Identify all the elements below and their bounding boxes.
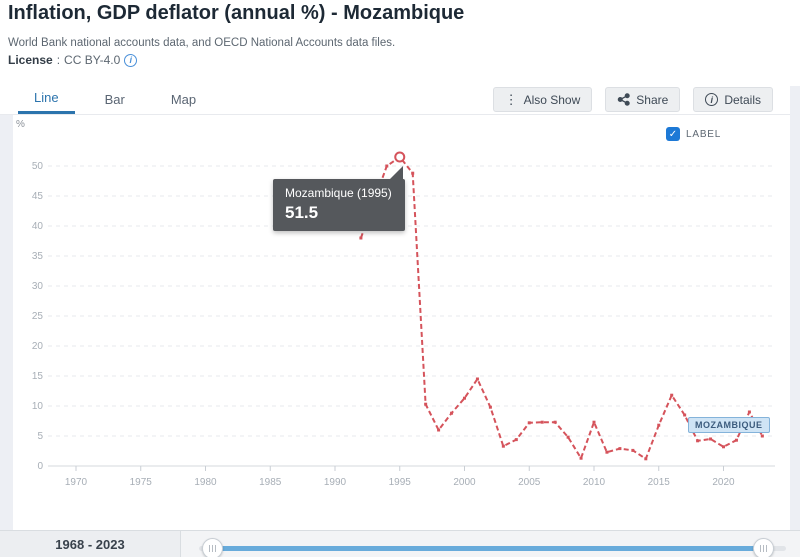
share-button[interactable]: Share xyxy=(605,87,681,112)
details-info-icon: i xyxy=(705,93,719,106)
left-gutter xyxy=(0,115,13,530)
svg-text:50: 50 xyxy=(32,161,44,172)
y-axis-unit: % xyxy=(16,119,25,130)
svg-text:2000: 2000 xyxy=(453,477,476,488)
view-tabs: Line Bar Map xyxy=(18,84,212,114)
line-chart[interactable]: 0 5 10 15 20 25 30 35 40 45 50 1970 1975 1980 1985 1990… xyxy=(13,115,790,530)
license-line: License : CC BY-4.0 i xyxy=(8,53,138,67)
details-label: Details xyxy=(724,92,761,107)
svg-text:1980: 1980 xyxy=(194,477,217,488)
tooltip-value: 51.5 xyxy=(285,203,319,222)
share-label: Share xyxy=(636,92,669,107)
svg-text:1975: 1975 xyxy=(130,477,153,488)
svg-text:2020: 2020 xyxy=(712,477,735,488)
also-show-button[interactable]: ⋮ Also Show xyxy=(492,87,593,112)
year-range-label-box: 1968 - 2023 xyxy=(0,531,181,557)
details-button[interactable]: i Details xyxy=(693,87,773,112)
svg-text:35: 35 xyxy=(32,251,44,262)
license-separator: : xyxy=(56,53,61,67)
label-toggle[interactable]: ✓ LABEL xyxy=(666,127,721,141)
svg-text:5: 5 xyxy=(37,431,43,442)
page-title: Inflation, GDP deflator (annual %) - Moz… xyxy=(8,2,465,24)
svg-text:1995: 1995 xyxy=(389,477,412,488)
series-badge: MOZAMBIQUE xyxy=(688,417,770,433)
kebab-icon: ⋮ xyxy=(504,92,518,107)
license-value: CC BY-4.0 xyxy=(64,53,121,67)
svg-text:1985: 1985 xyxy=(259,477,282,488)
license-label: License xyxy=(8,53,53,67)
svg-text:15: 15 xyxy=(32,371,44,382)
svg-text:40: 40 xyxy=(32,221,44,232)
right-gutter xyxy=(790,86,800,530)
svg-text:2015: 2015 xyxy=(648,477,671,488)
year-range-bar: 1968 - 2023 xyxy=(0,530,800,557)
svg-text:2010: 2010 xyxy=(583,477,606,488)
year-range-slider[interactable] xyxy=(181,531,800,557)
source-note: World Bank national accounts data, and O… xyxy=(8,37,396,49)
chart-tabbar: Line Bar Map ⋮ Also Show Sha xyxy=(0,84,800,115)
tab-line[interactable]: Line xyxy=(18,84,75,114)
tab-map[interactable]: Map xyxy=(170,91,197,107)
also-show-label: Also Show xyxy=(523,92,581,107)
slider-fill xyxy=(212,546,763,551)
svg-text:45: 45 xyxy=(32,191,44,202)
year-range-label: 1968 - 2023 xyxy=(55,536,125,552)
svg-text:2005: 2005 xyxy=(518,477,541,488)
license-info-icon[interactable]: i xyxy=(124,53,138,67)
svg-text:30: 30 xyxy=(32,281,44,292)
share-icon xyxy=(618,93,631,106)
datapoint-tooltip: Mozambique (1995) 51.5 xyxy=(273,166,405,231)
svg-text:25: 25 xyxy=(32,311,44,322)
svg-text:1990: 1990 xyxy=(324,477,347,488)
svg-text:1970: 1970 xyxy=(65,477,88,488)
toolbar: ⋮ Also Show Share i Details xyxy=(492,87,773,112)
slider-handle-start[interactable] xyxy=(202,538,223,557)
svg-text:10: 10 xyxy=(32,401,44,412)
tooltip-title: Mozambique (1995) xyxy=(285,186,392,200)
tab-bar[interactable]: Bar xyxy=(104,91,125,107)
label-toggle-text: LABEL xyxy=(686,128,722,140)
label-checkbox[interactable]: ✓ xyxy=(666,127,680,141)
svg-text:0: 0 xyxy=(37,461,43,472)
svg-text:20: 20 xyxy=(32,341,44,352)
slider-handle-end[interactable] xyxy=(753,538,774,557)
